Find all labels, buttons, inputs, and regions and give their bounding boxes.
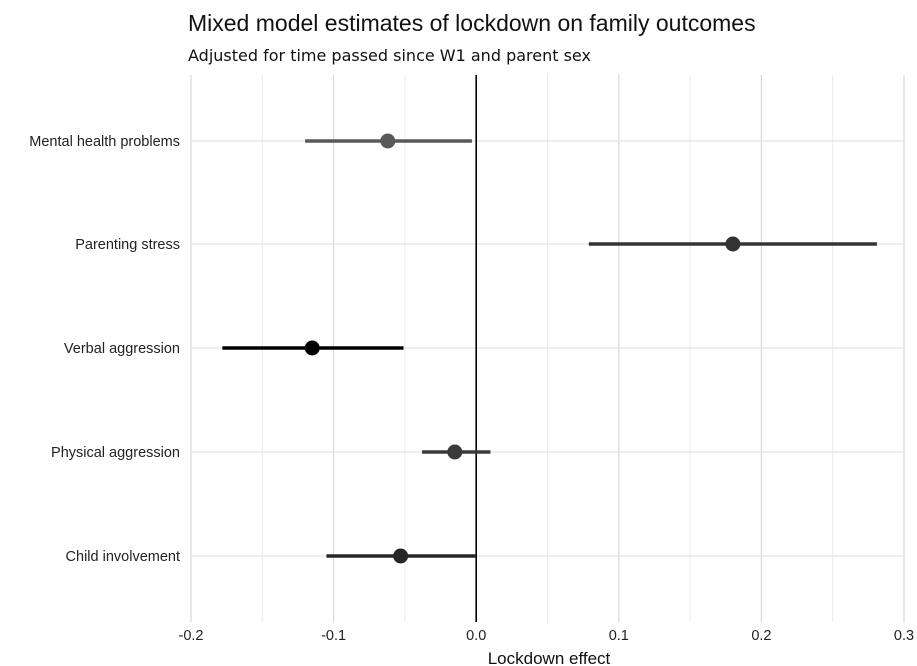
y-tick-label: Verbal aggression xyxy=(64,341,180,357)
estimate-point xyxy=(393,548,409,564)
chart-subtitle: Adjusted for time passed since W1 and pa… xyxy=(188,46,591,65)
estimate-points xyxy=(304,133,741,564)
x-tick-labels: -0.2 -0.1 0.0 0.1 0.2 0.3 xyxy=(179,628,915,644)
x-axis-title: Lockdown effect xyxy=(488,649,611,666)
estimate-point xyxy=(304,340,320,356)
x-tick-label: 0.0 xyxy=(466,628,486,644)
y-tick-label: Physical aggression xyxy=(51,445,180,461)
estimate-point xyxy=(380,133,396,149)
x-tick-label: 0.3 xyxy=(894,628,914,644)
x-tick-label: -0.2 xyxy=(179,628,204,644)
y-tick-labels: Mental health problems Parenting stress Ve… xyxy=(29,134,180,565)
y-tick-label: Child involvement xyxy=(66,549,180,565)
estimate-point xyxy=(725,236,741,252)
x-tick-label: 0.1 xyxy=(609,628,629,644)
y-tick-label: Parenting stress xyxy=(75,237,180,253)
y-tick-label: Mental health problems xyxy=(29,134,180,150)
chart-title: Mixed model estimates of lockdown on fam… xyxy=(188,10,756,36)
estimate-point xyxy=(447,444,463,460)
x-tick-label: -0.1 xyxy=(321,628,346,644)
x-tick-label: 0.2 xyxy=(751,628,771,644)
